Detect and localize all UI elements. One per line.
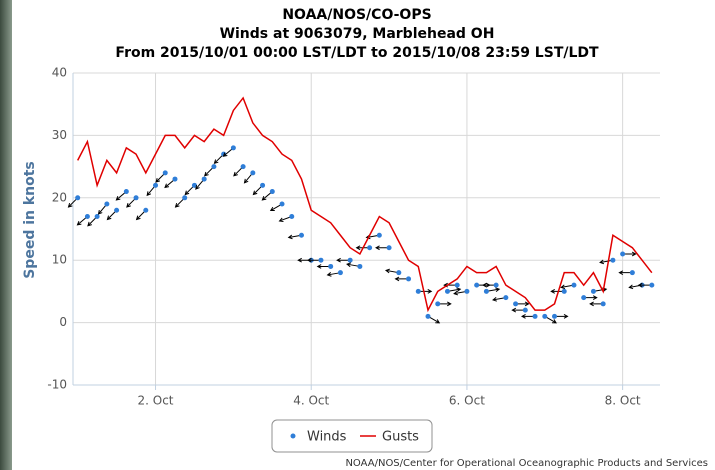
y-tick-label: -10 <box>47 378 67 392</box>
wind-point <box>250 170 255 175</box>
chart-subtitle: From 2015/10/01 00:00 LST/LDT to 2015/10… <box>115 45 599 61</box>
wind-point <box>610 258 615 263</box>
wind-point <box>202 177 207 182</box>
chart-subtitle: Winds at 9063079, Marblehead OH <box>220 26 495 42</box>
wind-point <box>367 245 372 250</box>
wind-point <box>182 195 187 200</box>
wind-point <box>416 289 421 294</box>
y-tick-label: 40 <box>52 66 67 80</box>
wind-point <box>134 195 139 200</box>
wind-point <box>280 202 285 207</box>
wind-point <box>241 164 246 169</box>
wind-point <box>649 283 654 288</box>
x-tick-label: 2. Oct <box>138 394 174 408</box>
wind-point <box>114 208 119 213</box>
wind-point <box>494 283 499 288</box>
wind-point <box>445 289 450 294</box>
chart: NOAA/NOS/CO-OPS Winds at 9063079, Marble… <box>0 0 715 470</box>
wind-point <box>387 245 392 250</box>
wind-point <box>104 202 109 207</box>
wind-point <box>357 264 362 269</box>
wind-point <box>455 283 460 288</box>
credit: NOAA/NOS/Center for Operational Oceanogr… <box>345 458 708 469</box>
wind-point <box>260 183 265 188</box>
wind-point <box>124 189 129 194</box>
wind-point <box>533 314 538 319</box>
wind-point <box>591 289 596 294</box>
chart-title: NOAA/NOS/CO-OPS <box>282 7 431 23</box>
wind-point <box>95 214 100 219</box>
wind-point <box>552 314 557 319</box>
wind-point <box>435 301 440 306</box>
x-tick-label: 4. Oct <box>293 394 329 408</box>
legend-label[interactable]: Winds <box>307 430 347 445</box>
y-tick-label: 0 <box>59 315 67 329</box>
y-tick-label: 20 <box>52 190 67 204</box>
wind-point <box>143 208 148 213</box>
wind-point <box>396 270 401 275</box>
wind-point <box>542 314 547 319</box>
wind-point <box>299 233 304 238</box>
wind-point <box>484 289 489 294</box>
y-tick-label: 10 <box>52 253 67 267</box>
wind-point <box>426 314 431 319</box>
wind-point <box>85 214 90 219</box>
wind-point <box>474 283 479 288</box>
wind-point <box>601 301 606 306</box>
wind-point <box>75 195 80 200</box>
wind-point <box>464 289 469 294</box>
x-tick-label: 8. Oct <box>605 394 641 408</box>
wind-point <box>211 164 216 169</box>
wind-point <box>270 189 275 194</box>
legend-label[interactable]: Gusts <box>382 430 419 445</box>
wind-point <box>630 270 635 275</box>
wind-point <box>523 308 528 313</box>
y-axis-title: Speed in knots <box>22 161 38 279</box>
wind-point <box>503 295 508 300</box>
wind-point <box>571 283 576 288</box>
wind-point <box>513 301 518 306</box>
wind-point <box>328 264 333 269</box>
wind-point <box>231 145 236 150</box>
background-strip <box>0 0 12 470</box>
legend-marker[interactable] <box>291 434 296 439</box>
wind-point <box>581 295 586 300</box>
x-tick-label: 6. Oct <box>449 394 485 408</box>
wind-point <box>620 251 625 256</box>
y-tick-label: 30 <box>52 128 67 142</box>
wind-point <box>348 258 353 263</box>
gusts-line <box>78 98 652 310</box>
wind-point <box>562 289 567 294</box>
wind-point <box>338 270 343 275</box>
wind-point <box>163 170 168 175</box>
wind-point <box>318 258 323 263</box>
wind-point <box>377 233 382 238</box>
wind-point <box>406 276 411 281</box>
wind-point <box>153 183 158 188</box>
wind-point <box>289 214 294 219</box>
wind-point <box>172 177 177 182</box>
